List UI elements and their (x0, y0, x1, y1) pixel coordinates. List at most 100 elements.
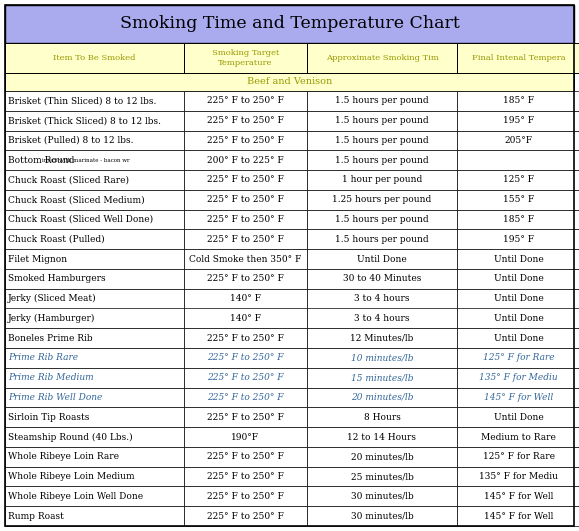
Bar (184, 150, 306, 170)
Bar (5, 289, 184, 309)
Text: Sirloin Tip Roasts: Sirloin Tip Roasts (8, 413, 89, 422)
Bar (306, 368, 457, 388)
Bar (184, 289, 306, 309)
Bar (306, 91, 457, 111)
Bar (5, 43, 184, 73)
Text: Jerky (Sliced Meat): Jerky (Sliced Meat) (8, 294, 97, 303)
Bar (306, 170, 457, 190)
Bar (184, 328, 306, 348)
Text: Prime Rib Rare: Prime Rib Rare (8, 354, 78, 363)
Text: 225° F to 250° F: 225° F to 250° F (207, 452, 284, 461)
Bar (184, 210, 306, 229)
Bar (306, 43, 457, 73)
Text: 1.5 hours per pound: 1.5 hours per pound (335, 116, 429, 125)
Text: 1.5 hours per pound: 1.5 hours per pound (335, 235, 429, 244)
Text: Until Done: Until Done (357, 254, 407, 263)
Text: 10 minutes/lb: 10 minutes/lb (351, 354, 413, 363)
Bar (457, 111, 579, 131)
Text: Until Done: Until Done (494, 275, 544, 284)
Bar (5, 73, 574, 91)
Bar (457, 229, 579, 249)
Bar (306, 447, 457, 467)
Bar (457, 170, 579, 190)
Text: Filet Mignon: Filet Mignon (8, 254, 67, 263)
Bar (457, 131, 579, 150)
Bar (184, 486, 306, 506)
Bar (306, 249, 457, 269)
Text: Bottom Round: Bottom Round (8, 156, 74, 165)
Bar (184, 447, 306, 467)
Text: 195° F: 195° F (503, 235, 534, 244)
Bar (306, 131, 457, 150)
Text: 225° F to 250° F: 225° F to 250° F (207, 393, 284, 402)
Text: Final Intenal Tempera: Final Intenal Tempera (472, 54, 565, 62)
Text: 1 hour per pound: 1 hour per pound (342, 175, 422, 184)
Bar (184, 249, 306, 269)
Bar (184, 43, 306, 73)
Bar (5, 506, 184, 526)
Text: 1.5 hours per pound: 1.5 hours per pound (335, 215, 429, 224)
Text: 30 minutes/lb: 30 minutes/lb (351, 511, 413, 520)
Text: 225° F to 250° F: 225° F to 250° F (207, 195, 284, 204)
Bar (306, 427, 457, 447)
Text: 3 to 4 hours: 3 to 4 hours (354, 314, 410, 323)
Bar (306, 348, 457, 368)
Text: 155° F: 155° F (503, 195, 534, 204)
Bar (184, 111, 306, 131)
Text: 12 to 14 Hours: 12 to 14 Hours (347, 433, 416, 441)
Bar (306, 150, 457, 170)
Text: Whole Ribeye Loin Rare: Whole Ribeye Loin Rare (8, 452, 119, 461)
Bar (5, 427, 184, 447)
Text: Until Done: Until Done (494, 314, 544, 323)
Bar (457, 427, 579, 447)
Bar (5, 486, 184, 506)
Bar (306, 328, 457, 348)
Bar (306, 269, 457, 289)
Text: Until Done: Until Done (494, 254, 544, 263)
Text: Chuck Roast (Pulled): Chuck Roast (Pulled) (8, 235, 105, 244)
Text: 225° F to 250° F: 225° F to 250° F (207, 275, 284, 284)
Bar (457, 43, 579, 73)
Text: 135° F for Mediu: 135° F for Mediu (479, 472, 558, 481)
Bar (5, 210, 184, 229)
Text: Whole Ribeye Loin Well Done: Whole Ribeye Loin Well Done (8, 492, 143, 501)
Bar (5, 447, 184, 467)
Bar (306, 407, 457, 427)
Bar (457, 486, 579, 506)
Text: 140° F: 140° F (230, 314, 261, 323)
Text: Cold Smoke then 350° F: Cold Smoke then 350° F (189, 254, 302, 263)
Text: Steamship Round (40 Lbs.): Steamship Round (40 Lbs.) (8, 432, 133, 442)
Text: 225° F to 250° F: 225° F to 250° F (207, 492, 284, 501)
Text: Brisket (Thick Sliced) 8 to 12 lbs.: Brisket (Thick Sliced) 8 to 12 lbs. (8, 116, 161, 125)
Text: 145° F for Well: 145° F for Well (484, 511, 553, 520)
Bar (5, 229, 184, 249)
Bar (5, 5, 574, 526)
Text: Chuck Roast (Sliced Rare): Chuck Roast (Sliced Rare) (8, 175, 129, 184)
Bar (5, 309, 184, 328)
Text: 135° F for Mediu: 135° F for Mediu (479, 373, 558, 382)
Bar (457, 467, 579, 486)
Text: 15 minutes/lb: 15 minutes/lb (351, 373, 413, 382)
Text: 20 minutes/lb: 20 minutes/lb (351, 393, 413, 402)
Bar (457, 348, 579, 368)
Bar (306, 210, 457, 229)
Text: 30 minutes/lb: 30 minutes/lb (351, 492, 413, 501)
Bar (306, 506, 457, 526)
Bar (184, 368, 306, 388)
Bar (184, 269, 306, 289)
Text: 225° F to 250° F: 225° F to 250° F (207, 472, 284, 481)
Text: Until Done: Until Done (494, 333, 544, 342)
Bar (457, 150, 579, 170)
Text: 225° F to 250° F: 225° F to 250° F (207, 136, 284, 145)
Bar (306, 388, 457, 407)
Text: Boneles Prime Rib: Boneles Prime Rib (8, 333, 93, 342)
Text: 225° F to 250° F: 225° F to 250° F (207, 215, 284, 224)
Text: 225° F to 250° F: 225° F to 250° F (207, 413, 284, 422)
Text: 8 Hours: 8 Hours (364, 413, 401, 422)
Text: 185° F: 185° F (503, 97, 534, 105)
Bar (184, 388, 306, 407)
Bar (184, 309, 306, 328)
Text: 3 to 4 hours: 3 to 4 hours (354, 294, 410, 303)
Text: 1.5 hours per pound: 1.5 hours per pound (335, 136, 429, 145)
Text: Smoked Hamburgers: Smoked Hamburgers (8, 275, 105, 284)
